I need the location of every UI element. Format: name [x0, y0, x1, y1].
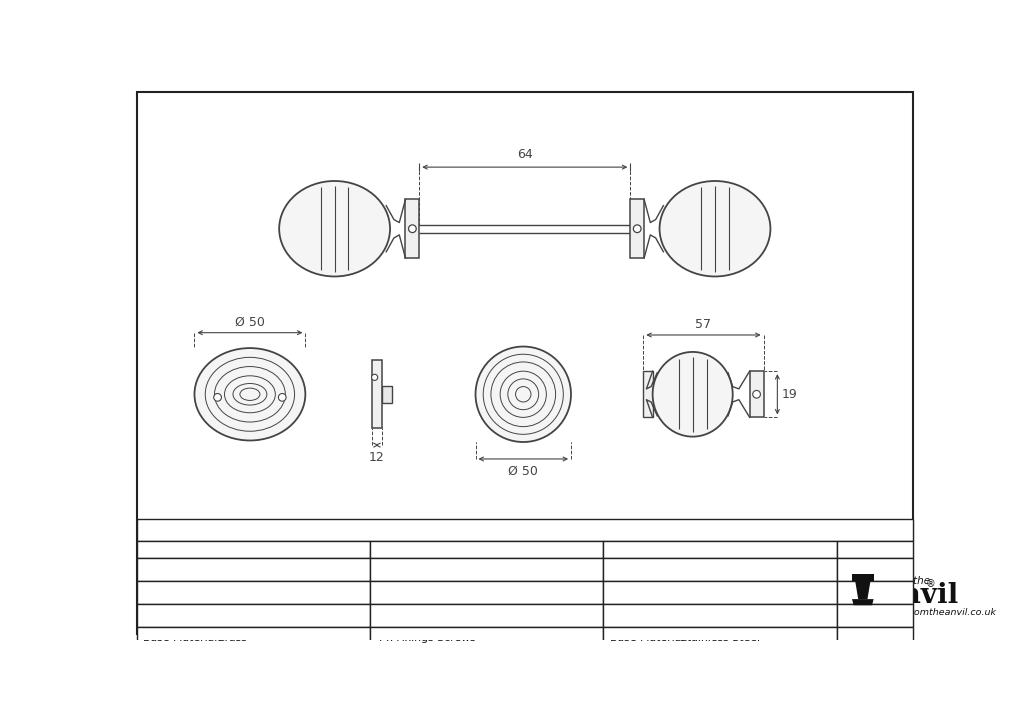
Text: 64: 64: [517, 148, 532, 161]
Text: www.fromtheanvil.co.uk: www.fromtheanvil.co.uk: [882, 608, 996, 617]
Bar: [370, 557, 603, 581]
Circle shape: [753, 390, 761, 398]
Circle shape: [214, 393, 221, 401]
Polygon shape: [852, 574, 873, 581]
Text: Description:: Description:: [143, 587, 209, 597]
Bar: [631, 199, 644, 258]
Text: 90274: 90274: [217, 564, 252, 574]
Ellipse shape: [195, 348, 305, 441]
Bar: [603, 581, 837, 604]
Bar: [370, 581, 603, 604]
Bar: [603, 541, 837, 557]
Circle shape: [372, 375, 378, 380]
Text: From the: From the: [883, 577, 930, 587]
Text: Polished Nickel: Polished Nickel: [217, 610, 299, 620]
Text: 1 x Threaded Spindle (8mm x 120mm): 1 x Threaded Spindle (8mm x 120mm): [376, 587, 588, 597]
Text: 1 x Steel Allen Key: 1 x Steel Allen Key: [376, 610, 478, 620]
Text: Finish:: Finish:: [143, 610, 177, 620]
Bar: [837, 627, 912, 650]
Text: Pack Contents: Pack Contents: [376, 543, 460, 556]
Text: Base Material:: Base Material:: [143, 633, 221, 644]
Bar: [837, 581, 912, 604]
Polygon shape: [855, 581, 870, 599]
Text: 2 x Door Knobs: 2 x Door Knobs: [376, 564, 460, 574]
Ellipse shape: [659, 181, 770, 277]
Bar: [603, 627, 837, 650]
Text: Ø 50: Ø 50: [234, 316, 265, 329]
Circle shape: [409, 225, 416, 232]
Polygon shape: [852, 599, 873, 605]
Text: ®: ®: [926, 580, 935, 590]
Text: Gauge 6 x 3/4 (3.5mm x 22mm): Gauge 6 x 3/4 (3.5mm x 22mm): [680, 564, 856, 574]
Text: 4 x Fixings Screws: 4 x Fixings Screws: [376, 633, 476, 644]
Text: Prestbury 50mm Mortice/Rim Knob Set: Prestbury 50mm Mortice/Rim Knob Set: [217, 587, 430, 597]
Bar: [603, 604, 837, 627]
Circle shape: [634, 225, 641, 232]
Bar: [137, 604, 370, 627]
Text: Please Note, due to the hand crafted nature of our products all measurements are: Please Note, due to the hand crafted nat…: [144, 525, 866, 535]
Bar: [837, 557, 912, 581]
Text: Type:: Type:: [609, 587, 638, 597]
Text: Product Code:: Product Code:: [143, 564, 219, 574]
Bar: [750, 371, 764, 418]
Circle shape: [475, 347, 571, 442]
Text: Base Material:: Base Material:: [609, 633, 687, 644]
Text: Stainless Steel: Stainless Steel: [680, 610, 761, 620]
Circle shape: [279, 393, 286, 401]
Bar: [137, 581, 370, 604]
Text: Brass: Brass: [217, 633, 248, 644]
Bar: [370, 604, 603, 627]
Bar: [603, 557, 837, 581]
Text: Countersunk Raised Head: Countersunk Raised Head: [680, 587, 821, 597]
Text: 19: 19: [782, 388, 798, 400]
Text: 57: 57: [695, 318, 712, 331]
Bar: [837, 541, 912, 557]
Bar: [137, 519, 912, 541]
Text: Anvil: Anvil: [879, 582, 958, 609]
Text: Product Information: Product Information: [143, 543, 260, 556]
Bar: [370, 541, 603, 557]
Text: Ø 50: Ø 50: [508, 465, 539, 478]
Text: Stainless Steel: Stainless Steel: [680, 633, 761, 644]
Text: Size:: Size:: [609, 564, 636, 574]
Bar: [837, 604, 912, 627]
Bar: [137, 557, 370, 581]
Ellipse shape: [652, 352, 733, 436]
Bar: [370, 627, 603, 650]
Bar: [643, 371, 652, 418]
Text: Finish:: Finish:: [609, 610, 644, 620]
Ellipse shape: [280, 181, 390, 277]
Bar: [382, 386, 392, 403]
Bar: [406, 199, 419, 258]
Text: 12: 12: [369, 452, 385, 464]
Bar: [137, 541, 370, 557]
Text: Fixing Screws: Fixing Screws: [609, 543, 689, 556]
Bar: [137, 627, 370, 650]
Bar: [373, 360, 382, 428]
